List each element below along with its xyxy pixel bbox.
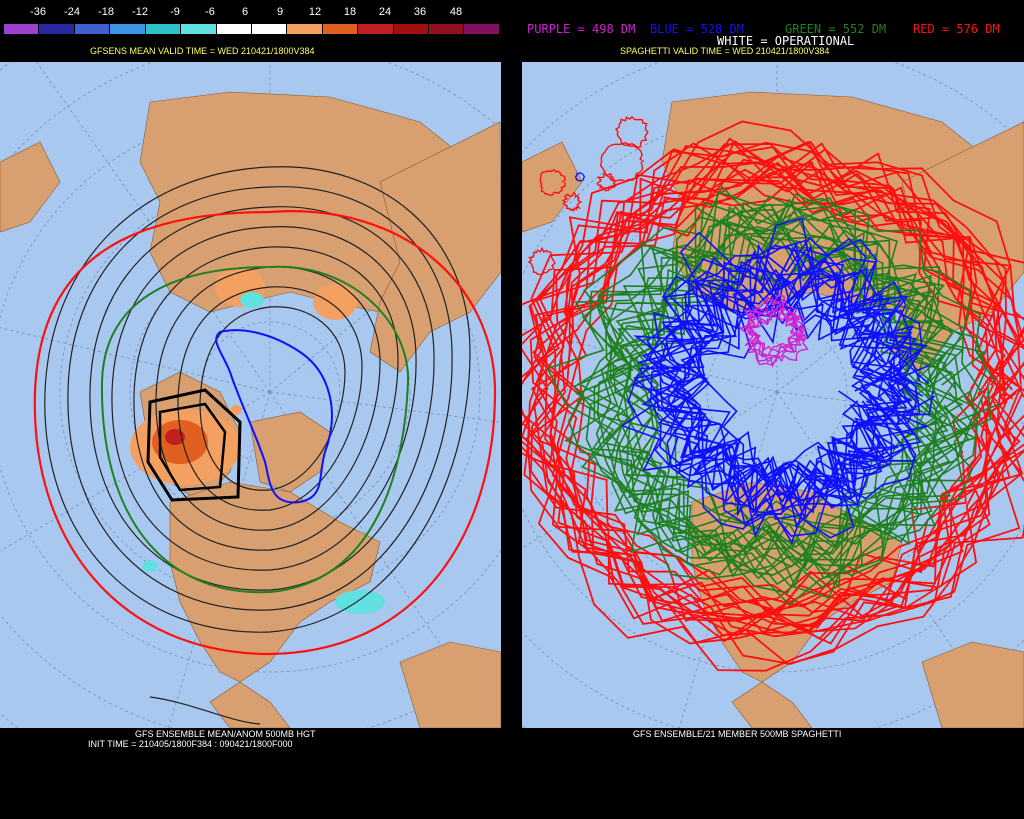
legend-purple: PURPLE = 498 DM	[527, 22, 636, 36]
colorbar-swatch	[4, 24, 40, 34]
spaghetti-line	[561, 191, 582, 212]
left-valid-time: GFSENS MEAN VALID TIME = WED 210421/1800…	[90, 46, 315, 56]
spaghetti-line	[572, 211, 944, 550]
spaghetti-line	[596, 190, 996, 579]
colorbar-swatch	[287, 24, 323, 34]
anomaly-colorbar	[4, 24, 500, 34]
colorbar-label: 24	[378, 6, 392, 18]
spaghetti-line	[596, 172, 617, 192]
colorbar-label: 9	[276, 6, 284, 18]
spaghetti-line	[650, 266, 936, 537]
height-contours	[44, 166, 471, 725]
ensemble-mean-map	[0, 62, 501, 728]
legend-red: RED = 576 DM	[913, 22, 1000, 36]
colorbar-label: -6	[205, 6, 215, 18]
legend-green: GREEN = 552 DM	[785, 22, 887, 36]
landmasses	[0, 91, 501, 728]
spaghetti-line	[546, 225, 964, 599]
colorbar-label: 18	[343, 6, 357, 18]
colorbar-label: -12	[132, 6, 148, 18]
spaghetti-line	[530, 120, 1024, 665]
blue-contour	[215, 329, 333, 504]
legend-blue: BLUE = 528 DM	[650, 22, 744, 36]
spaghetti-line	[522, 140, 1013, 608]
colorbar-swatch	[181, 24, 217, 34]
legend-white: WHITE = OPERATIONAL	[717, 34, 855, 48]
colorbar-swatch	[39, 24, 75, 34]
spaghetti-line	[630, 241, 922, 528]
spaghetti-line	[614, 115, 649, 149]
spaghetti-line	[744, 297, 807, 358]
colorbar-label: -36	[30, 6, 46, 18]
spaghetti-line	[635, 201, 965, 549]
spaghetti-map	[522, 62, 1024, 728]
left-footer-init: INIT TIME = 210405/1800F384 : 090421/180…	[88, 739, 293, 749]
colorbar-label: -24	[64, 6, 80, 18]
spaghetti-line	[575, 223, 935, 578]
spaghetti-line	[522, 141, 1015, 672]
colorbar-swatch	[393, 24, 430, 34]
left-footer-title: GFS ENSEMBLE MEAN/ANOM 500MB HGT	[135, 729, 316, 739]
right-footer-title: GFS ENSEMBLE/21 MEMBER 500MB SPAGHETTI	[633, 729, 842, 739]
colorbar-swatch	[429, 24, 465, 34]
colorbar-swatch	[464, 24, 500, 34]
spaghetti-line	[637, 279, 904, 492]
ridge-inner-outline	[158, 402, 227, 492]
spaghetti-line	[529, 142, 1024, 666]
colorbar-swatch	[358, 24, 394, 34]
colorbar-label: 48	[449, 6, 463, 18]
spaghetti-line	[564, 205, 972, 589]
spaghetti-line	[641, 244, 921, 520]
colorbar-swatch	[251, 24, 288, 34]
spaghetti-line	[672, 239, 923, 516]
spaghetti-lines	[522, 115, 1024, 672]
spaghetti-line	[526, 148, 1005, 645]
spaghetti-line	[522, 145, 1024, 638]
colorbar-swatch	[322, 24, 359, 34]
colorbar-swatch	[110, 24, 146, 34]
green-contour	[100, 265, 410, 594]
spaghetti-line	[603, 232, 963, 594]
spaghetti-line	[645, 243, 907, 503]
spaghetti-line	[680, 288, 913, 528]
panel-divider	[501, 0, 522, 819]
colorbar-swatch	[216, 24, 252, 34]
colorbar-labels: -36 -24 -18 -12 -9 -6 6 9 12 18 24 36 48	[0, 6, 500, 20]
red-contour	[33, 210, 497, 656]
spaghetti-line	[577, 195, 964, 564]
right-map-panel	[522, 62, 1024, 728]
colorbar-label: -18	[98, 6, 114, 18]
colorbar-label: -9	[170, 6, 180, 18]
colorbar-swatch	[74, 24, 111, 34]
spaghetti-line	[611, 236, 943, 562]
colorbar-label: 36	[413, 6, 427, 18]
right-valid-time: SPAGHETTI VALID TIME = WED 210421/1800V3…	[620, 46, 830, 56]
spaghetti-line	[738, 301, 806, 366]
colorbar-label: 6	[241, 6, 249, 18]
spaghetti-line	[549, 137, 1024, 640]
ridge-outline	[146, 388, 242, 502]
colorbar-swatch	[145, 24, 182, 34]
spaghetti-line	[527, 246, 556, 276]
spaghetti-line	[646, 236, 931, 491]
colorbar-label: 12	[308, 6, 322, 18]
spaghetti-line	[574, 172, 586, 182]
spaghetti-line	[530, 161, 1023, 618]
spaghetti-line	[627, 271, 930, 539]
spaghetti-line	[636, 247, 901, 503]
spaghetti-line	[599, 141, 645, 183]
spaghetti-line	[539, 168, 566, 197]
left-map-panel	[0, 62, 501, 728]
